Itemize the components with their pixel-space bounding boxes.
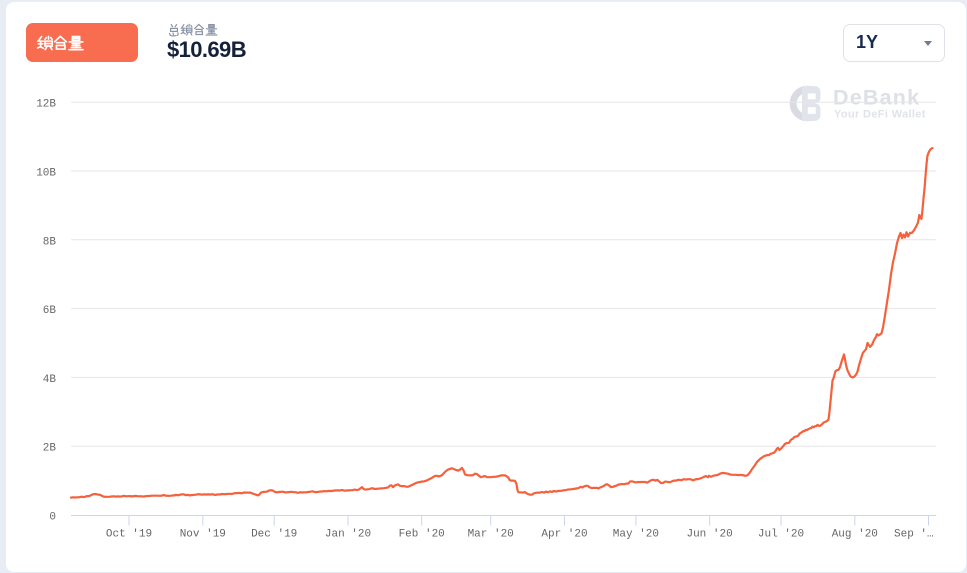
svg-text:Apr '20: Apr '20 <box>541 529 587 541</box>
svg-text:Dec '19: Dec '19 <box>251 529 297 541</box>
svg-text:Jun '20: Jun '20 <box>686 529 732 541</box>
svg-text:Oct '19: Oct '19 <box>106 529 152 541</box>
svg-text:8B: 8B <box>43 236 57 248</box>
svg-text:6B: 6B <box>43 305 57 317</box>
svg-text:Aug '20: Aug '20 <box>832 529 878 541</box>
svg-text:4B: 4B <box>43 374 57 386</box>
svg-text:Feb '20: Feb '20 <box>399 529 445 541</box>
svg-text:0: 0 <box>49 512 56 524</box>
svg-text:May '20: May '20 <box>613 529 659 541</box>
svg-text:Mar '20: Mar '20 <box>468 529 514 541</box>
svg-text:Jul '20: Jul '20 <box>758 529 804 541</box>
svg-text:12B: 12B <box>36 99 56 111</box>
svg-text:2B: 2B <box>43 443 57 455</box>
svg-text:DeBank: DeBank <box>833 86 920 110</box>
svg-text:Nov '19: Nov '19 <box>180 529 226 541</box>
svg-text:Sep '…: Sep '… <box>894 529 934 541</box>
svg-text:Jan '20: Jan '20 <box>325 529 371 541</box>
svg-text:Your DeFi Wallet: Your DeFi Wallet <box>834 109 926 121</box>
svg-text:10B: 10B <box>36 168 56 180</box>
